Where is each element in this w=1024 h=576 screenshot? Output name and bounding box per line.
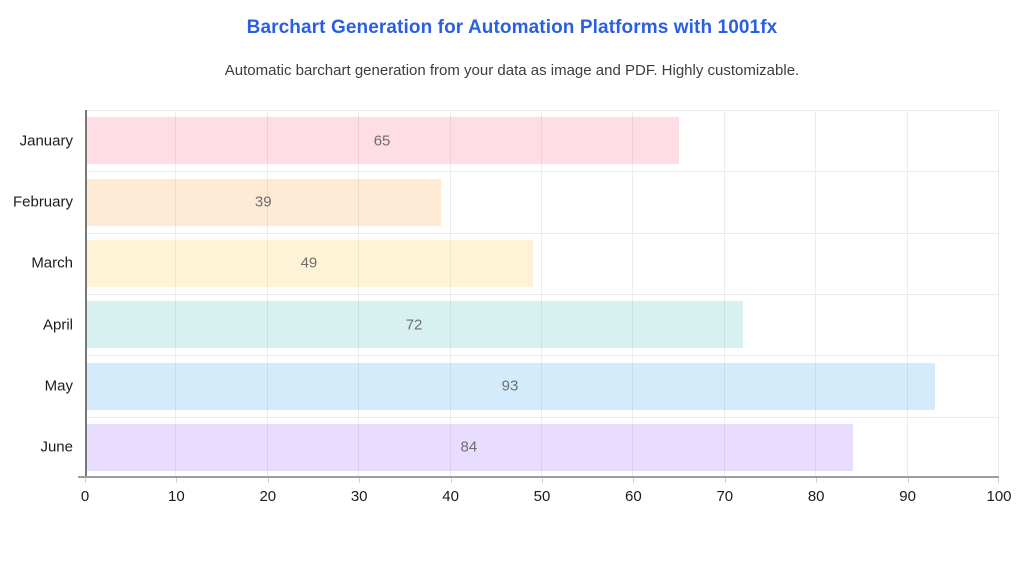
y-axis-line <box>85 110 87 478</box>
gridline-horizontal <box>85 355 999 356</box>
x-tick-mark <box>998 478 999 483</box>
gridline-horizontal <box>85 417 999 418</box>
x-tick-label-50: 50 <box>533 488 551 505</box>
category-label-may: May <box>44 377 73 395</box>
gridline-horizontal <box>85 110 999 111</box>
x-tick-label-70: 70 <box>716 488 734 505</box>
bar-april <box>85 301 743 348</box>
value-label-january: 65 <box>373 132 391 150</box>
x-tick-mark <box>542 478 543 483</box>
x-tick-mark <box>268 478 269 483</box>
x-axis-line <box>78 476 999 478</box>
x-tick-label-40: 40 <box>442 488 459 505</box>
x-tick-mark <box>451 478 452 483</box>
chart-title: Barchart Generation for Automation Platf… <box>246 17 778 38</box>
x-tick-mark <box>725 478 726 483</box>
plot-area: 65 39 49 72 93 84 <box>78 110 999 478</box>
bar-march <box>85 240 533 287</box>
gridline-horizontal <box>85 294 999 295</box>
gridline-horizontal <box>85 171 999 172</box>
x-tick-mark <box>816 478 817 483</box>
x-tick-mark <box>85 478 86 483</box>
value-label-june: 84 <box>460 438 478 456</box>
bar-may <box>85 363 935 410</box>
bar-february <box>85 179 441 226</box>
gridline-horizontal <box>85 233 999 234</box>
x-tick-mark <box>359 478 360 483</box>
bar-june <box>85 424 853 471</box>
x-tick-label-90: 90 <box>899 488 916 505</box>
value-label-may: 93 <box>501 377 519 395</box>
chart-subtitle: Automatic barchart generation from your … <box>224 62 800 79</box>
x-tick-label-0: 0 <box>80 488 90 505</box>
value-label-march: 49 <box>300 254 318 272</box>
category-axis: January February March April May June <box>0 110 73 478</box>
category-label-january: January <box>19 132 73 150</box>
x-tick-mark <box>633 478 634 483</box>
x-tick-label-80: 80 <box>807 488 825 505</box>
x-tick-label-60: 60 <box>625 488 642 505</box>
x-tick-label-10: 10 <box>168 488 185 505</box>
x-tick-mark <box>908 478 909 483</box>
value-label-february: 39 <box>254 193 272 211</box>
category-label-march: March <box>31 254 73 272</box>
category-label-april: April <box>42 316 73 334</box>
x-tick-label-30: 30 <box>350 488 368 505</box>
x-tick-mark <box>176 478 177 483</box>
category-label-february: February <box>12 193 73 211</box>
bar-january <box>85 117 679 164</box>
x-tick-label-20: 20 <box>259 488 277 505</box>
value-label-april: 72 <box>405 316 423 334</box>
value-axis: 0 10 20 30 40 50 60 70 80 90 100 <box>81 478 1012 512</box>
x-tick-label-100: 100 <box>986 488 1012 505</box>
category-label-june: June <box>40 438 73 456</box>
